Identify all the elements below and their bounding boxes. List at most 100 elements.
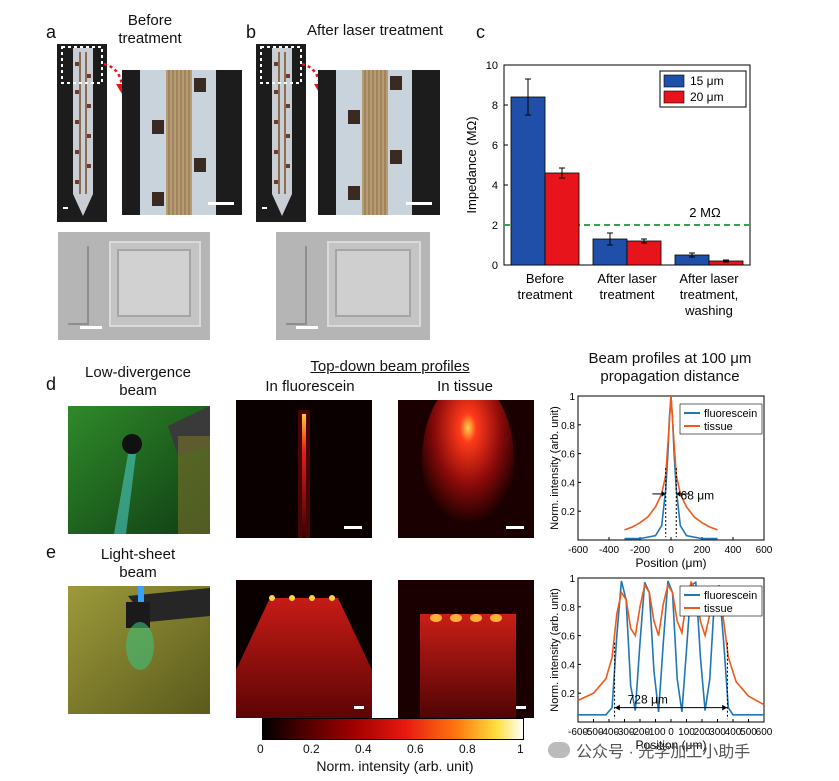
series-line	[624, 395, 718, 531]
panel-label-c: c	[476, 22, 485, 42]
y-tick-label: 1	[569, 574, 575, 585]
colorbar	[262, 718, 524, 740]
x-tick-label: 300	[709, 727, 726, 738]
probe-photo-before	[57, 44, 107, 222]
legend-entry: tissue	[704, 603, 733, 615]
col-tissue-label: In tissue	[437, 378, 493, 395]
category-label-line: washing	[684, 303, 733, 318]
colorbar-tick: 0.8	[459, 742, 476, 756]
profile-plot-light-sheet: 0.2 0.4 0.6 0.8 1 -600-500-400-300-200-100 0 10…	[549, 574, 773, 752]
x-tick-label: 600	[756, 545, 773, 556]
y-tick-label: 8	[492, 100, 498, 112]
width-label: 728 μm	[628, 692, 668, 706]
x-tick-label: -500	[583, 727, 603, 738]
x-tick-label: 600	[756, 727, 773, 738]
panel-e-title: Light-sheet beam	[100, 546, 176, 581]
legend-entry: 15 μm	[690, 74, 724, 88]
x-tick-label: -200	[630, 727, 650, 738]
y-tick-label: 0.8	[561, 603, 575, 614]
probe-photo-after	[256, 44, 306, 222]
category-label-line: treatment	[600, 287, 655, 302]
legend-swatch	[663, 74, 685, 88]
legend-entry: 20 μm	[690, 90, 724, 104]
legend-box	[679, 403, 763, 435]
width-arrowhead	[614, 704, 620, 711]
panel-label-e: e	[46, 542, 57, 562]
y-tick-label: 1	[569, 392, 575, 403]
col-fluorescein-label: In fluorescein	[265, 378, 355, 395]
x-tick-label: 100	[678, 727, 695, 738]
bar	[544, 172, 580, 266]
y-tick-label: 0.6	[561, 632, 575, 643]
legend-swatch	[663, 90, 685, 104]
y-tick-label: 6	[492, 140, 498, 152]
panel-b-title: After laser treatment	[307, 22, 443, 39]
fwhm-label: 68 μm	[681, 489, 715, 503]
x-tick-label: 0	[668, 545, 674, 556]
y-tick-label: 4	[492, 180, 498, 192]
y-tick-label: 0.4	[561, 660, 575, 671]
beam-profiles-header: Top-down beam profiles	[310, 358, 470, 375]
category-label-line: treatment,	[680, 287, 739, 302]
category-label-line: treatment	[518, 287, 573, 302]
y-tick-label: 0.2	[561, 507, 575, 518]
category-label: After laser treatment	[597, 271, 657, 302]
y-tick-label: 10	[486, 60, 498, 72]
x-tick-label: -300	[614, 727, 634, 738]
reference-line-label: 2 MΩ	[689, 205, 721, 220]
probe-zoom-after	[318, 70, 440, 215]
x-tick-label: -600	[568, 545, 588, 556]
colorbar-tick: 0.6	[407, 742, 424, 756]
colorbar-label: Norm. intensity (arb. unit)	[316, 758, 474, 774]
x-axis-label: Position (μm)	[636, 738, 707, 752]
x-tick-label: 400	[725, 545, 742, 556]
category-label: Before treatment	[518, 271, 573, 302]
width-arrowhead	[722, 704, 728, 711]
beam-tissue-low-div	[398, 400, 534, 538]
watermark-text: 公众号 · 光学加工小助手	[576, 744, 751, 761]
x-tick-label: -200	[630, 545, 650, 556]
y-tick-label: 0.6	[561, 450, 575, 461]
category-label-line: After laser	[597, 271, 657, 286]
category-label: After laser treatment, washing	[679, 271, 739, 318]
legend-box	[679, 585, 763, 617]
right-plot-header: Beam profiles at 100 μm propagation dist…	[588, 350, 752, 385]
colorbar-tick: 0.2	[303, 742, 320, 756]
x-tick-label: 400	[725, 727, 742, 738]
legend-entry: tissue	[704, 421, 733, 433]
panel-label-b: b	[246, 22, 257, 42]
electrode-sem-before	[58, 232, 210, 340]
wechat-icon	[548, 742, 570, 758]
category-label-line: After laser	[679, 271, 739, 286]
y-tick-label: 0.8	[561, 421, 575, 432]
x-tick-label: 200	[694, 545, 711, 556]
profile-plot-low-div: 0.2 0.4 0.6 0.8 1 -600 -400 -200 0 200 400 600 Posit…	[549, 392, 773, 570]
colorbar-ticks: 0 0.2 0.4 0.6 0.8 1	[257, 742, 537, 758]
bar	[626, 240, 662, 266]
y-axis-label: Norm. intensity (arb. unit)	[549, 406, 561, 529]
x-tick-label: 200	[694, 727, 711, 738]
x-tick-label: 500	[740, 727, 757, 738]
fwhm-arrowhead	[661, 491, 666, 497]
beam-fluorescein-light-sheet	[236, 580, 372, 718]
bar	[510, 96, 546, 266]
electrode-sem-after	[276, 232, 430, 340]
category-label-line: Before	[526, 271, 564, 286]
x-tick-label: -400	[599, 545, 619, 556]
beam-fluorescein-low-div	[236, 400, 372, 538]
colorbar-tick: 0	[257, 742, 264, 756]
light-sheet-photo	[68, 586, 210, 714]
beam-tissue-light-sheet	[398, 580, 534, 718]
y-axis-label: Norm. intensity (arb. unit)	[549, 588, 561, 711]
x-tick-label: 0	[668, 727, 674, 738]
x-tick-label: -600	[568, 727, 588, 738]
y-tick-label: 0	[492, 260, 498, 272]
colorbar-tick: 0.4	[355, 742, 372, 756]
x-axis-label: Position (μm)	[636, 556, 707, 570]
panel-d-title: Low-divergence beam	[85, 364, 191, 399]
x-tick-label: -100	[645, 727, 665, 738]
probe-zoom-before	[122, 70, 242, 215]
low-divergence-photo	[68, 406, 210, 534]
watermark: 公众号 · 光学加工小助手	[548, 738, 828, 762]
